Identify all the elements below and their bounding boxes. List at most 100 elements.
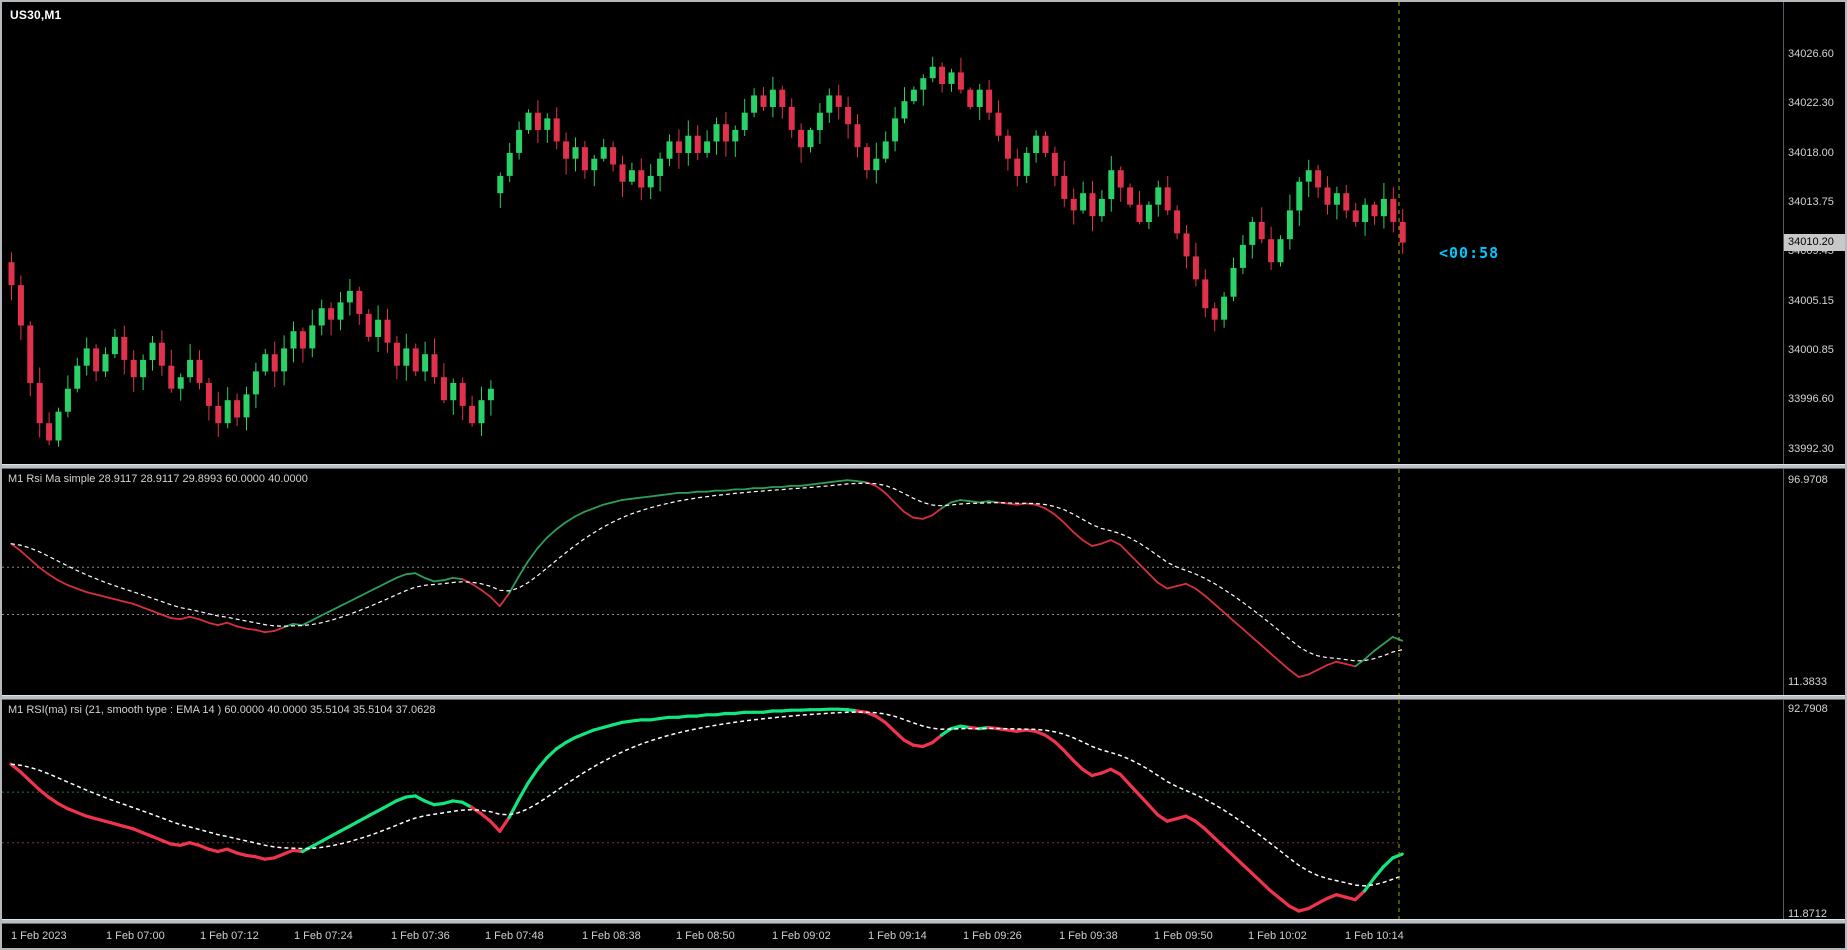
indicator-line-segment — [441, 799, 455, 806]
candle-body — [93, 348, 100, 372]
time-axis[interactable]: 1 Feb 2023 1 Feb 07:00 1 Feb 07:12 1 Feb 07… — [2, 924, 1845, 948]
candle-body — [675, 141, 682, 153]
candle-body — [760, 95, 767, 107]
indicator-line-segment — [498, 592, 511, 608]
indicator-line-segment — [216, 847, 229, 854]
indicator-line-segment — [423, 799, 436, 807]
indicator-line-segment — [1373, 643, 1385, 652]
candle-body — [882, 141, 889, 159]
candle-body — [1258, 221, 1265, 240]
indicator-line-segment — [1033, 729, 1047, 737]
candle-body — [384, 319, 391, 343]
indicator-line-segment — [1127, 782, 1141, 797]
rsi-smoothed-indicator-panel[interactable] — [2, 700, 1782, 919]
panel-separator[interactable] — [2, 464, 1845, 469]
indicator-line-segment — [799, 483, 811, 487]
indicator-line-segment — [780, 484, 793, 488]
price-axis-tick: 34000.85 — [1788, 344, 1834, 356]
candle-body — [205, 382, 212, 406]
candle-body — [1136, 204, 1143, 222]
candle-close-countdown: <00:58 — [1439, 244, 1500, 262]
indicator-line-segment — [1307, 668, 1319, 676]
indicator-line-segment — [1072, 531, 1084, 541]
indicator-line-segment — [1185, 582, 1197, 590]
candle-body — [704, 141, 711, 153]
indicator-line-segment — [856, 480, 868, 484]
time-axis-label: 1 Feb 07:24 — [294, 930, 353, 942]
price-axis[interactable]: 96.9708 11.3833 92.7908 11.8712 34010.20… — [1782, 2, 1845, 948]
candle-body — [1324, 187, 1331, 205]
indicator-line-segment — [686, 490, 699, 494]
candle-body — [544, 118, 551, 130]
indicator-line-segment — [630, 496, 642, 500]
candle-body — [356, 290, 363, 314]
indicator-line-segment — [28, 779, 41, 792]
time-axis-label: 1 Feb 2023 — [11, 930, 67, 942]
indicator-line-segment — [1250, 871, 1263, 884]
indicator-line-segment — [66, 584, 78, 590]
indicator-line-segment — [339, 600, 351, 608]
indicator2-label: M1 RSI(ma) rsi (21, smooth type : EMA 14… — [8, 704, 436, 716]
rsi-ma-indicator-panel[interactable] — [2, 469, 1782, 695]
indicator-line-segment — [1128, 553, 1140, 565]
indicator-line-segment — [395, 573, 407, 579]
panel-separator[interactable] — [2, 695, 1845, 700]
indicator-line-segment — [1156, 581, 1169, 590]
candle-body — [845, 106, 852, 125]
indicator-line-segment — [141, 606, 153, 612]
indicator-line-segment — [1099, 767, 1113, 775]
indicator-line-segment — [179, 615, 191, 621]
candle-body — [1174, 210, 1181, 234]
candle-body — [506, 152, 513, 176]
time-axis-label: 1 Feb 10:14 — [1345, 930, 1404, 942]
indicator-line-segment — [488, 819, 502, 833]
indicator-line-segment — [10, 542, 22, 552]
indicator-line-segment — [376, 804, 389, 813]
candle-body — [769, 89, 776, 107]
candle-body — [252, 371, 259, 395]
candle-body — [168, 365, 175, 389]
indicator-line-segment — [282, 848, 295, 856]
indicator-line-segment — [1241, 627, 1253, 638]
indicator-line-segment — [122, 600, 135, 605]
indicator-line-segment — [104, 595, 116, 601]
current-price-tag: 34010.20 — [1784, 234, 1845, 251]
candle-body — [826, 95, 833, 113]
indicator-line-segment — [1081, 539, 1093, 547]
price-scale-divider — [1783, 2, 1784, 924]
candle-body — [440, 377, 447, 401]
candle-body — [995, 112, 1002, 136]
indicator-line-segment — [1119, 543, 1131, 556]
indicator-line-segment — [1203, 594, 1216, 605]
signal-line — [10, 482, 1403, 662]
candle-body — [873, 158, 880, 171]
indicator-line-segment — [84, 814, 98, 821]
candle-body — [628, 170, 635, 182]
candle-body — [1164, 187, 1171, 211]
indicator-line-segment — [226, 621, 238, 628]
time-axis-label: 1 Feb 07:48 — [485, 930, 544, 942]
indicator-line-segment — [1363, 650, 1375, 661]
indicator-line-segment — [950, 499, 962, 504]
indicator-line-segment — [536, 536, 548, 550]
panel-separator[interactable] — [2, 919, 1845, 924]
indicator-line-segment — [582, 728, 596, 736]
indicator-line-segment — [357, 814, 370, 823]
candle-body — [1230, 267, 1237, 297]
candle-body — [281, 348, 288, 372]
candle-body — [525, 112, 532, 130]
candlestick-chart[interactable] — [2, 2, 1782, 464]
indicator-line-segment — [28, 558, 41, 569]
indicator-line-segment — [1203, 827, 1216, 840]
candle-body — [83, 348, 90, 366]
candle-body — [140, 359, 147, 378]
candle-body — [986, 89, 993, 113]
indicator-line-segment — [414, 572, 426, 579]
indicator-line-segment — [1297, 907, 1310, 913]
indicator-line-segment — [574, 510, 586, 518]
time-axis-label: 1 Feb 09:26 — [963, 930, 1022, 942]
indicator-line-segment — [639, 495, 652, 499]
indicator-line-segment — [809, 482, 821, 486]
indicator-line-segment — [366, 809, 380, 818]
indicator-line-segment — [545, 528, 558, 539]
